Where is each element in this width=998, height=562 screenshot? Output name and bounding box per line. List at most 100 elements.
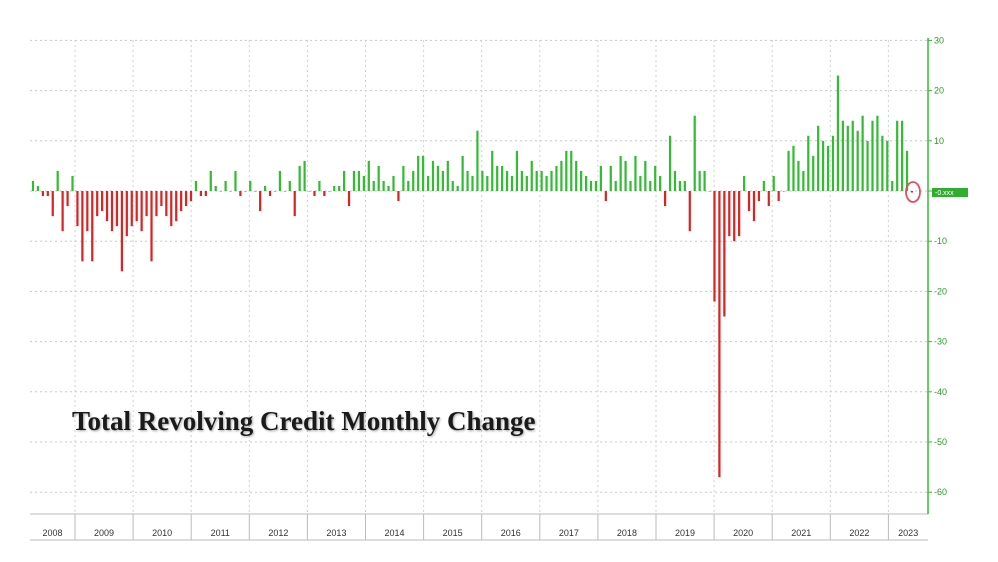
bar [629, 180, 632, 191]
y-tick-label: -60 [934, 487, 947, 497]
bar [456, 185, 459, 191]
bar [604, 191, 607, 202]
x-tick-label: 2014 [385, 528, 405, 538]
bar [846, 125, 849, 191]
bar [323, 191, 326, 197]
bar [831, 135, 835, 191]
bar [866, 140, 869, 191]
bar [338, 185, 341, 191]
bar [901, 120, 904, 191]
bar [224, 180, 227, 191]
bar [96, 191, 99, 217]
bar [347, 191, 351, 207]
x-tick-label: 2022 [849, 528, 869, 538]
bar [41, 191, 44, 197]
bar [91, 191, 94, 262]
bar [244, 191, 247, 192]
bar [377, 165, 380, 191]
bar [352, 170, 356, 191]
bar [36, 185, 40, 191]
bar [797, 160, 800, 191]
bar [219, 191, 222, 192]
bar [387, 185, 390, 191]
bar [86, 191, 89, 232]
bar [402, 165, 405, 191]
bar [466, 170, 469, 191]
bar [826, 145, 830, 191]
bar [718, 191, 721, 478]
bar [471, 175, 474, 191]
bar [313, 191, 316, 197]
bar [451, 180, 454, 191]
bar [594, 180, 598, 191]
bar [293, 191, 296, 217]
last-value-box [932, 188, 968, 197]
bar [723, 191, 726, 317]
bar [397, 191, 400, 202]
bar [234, 170, 237, 191]
bar [678, 180, 682, 191]
bar [51, 191, 54, 217]
bar [357, 170, 361, 191]
bar [145, 191, 148, 217]
bar [362, 175, 365, 191]
bar [550, 170, 553, 191]
bar [654, 165, 657, 191]
bar [663, 191, 667, 207]
bar [624, 160, 627, 191]
bar [367, 160, 370, 191]
bar [599, 165, 602, 191]
bar [525, 175, 528, 191]
bar [693, 115, 696, 191]
bar [486, 175, 489, 191]
bar [254, 191, 257, 192]
bar [777, 191, 780, 202]
bar [431, 160, 435, 191]
y-axis-ticks: 30 20 10 -10 -20 -30 -40 -50 -60 [928, 35, 947, 497]
last-value-label: -0.xxx [935, 190, 954, 197]
bar [639, 175, 642, 191]
bar [540, 170, 543, 191]
bar [407, 180, 410, 191]
bar [333, 185, 336, 191]
bar [81, 191, 84, 262]
bar [372, 180, 375, 191]
x-tick-label: 2016 [501, 528, 521, 538]
bar [199, 191, 203, 197]
chart-title: Total Revolving Credit Monthly Change [72, 406, 536, 436]
bar [417, 155, 420, 191]
bar [905, 150, 909, 191]
x-tick-label: 2012 [268, 528, 288, 538]
bar [392, 175, 395, 191]
bar [545, 175, 548, 191]
bar [288, 180, 291, 191]
x-axis-ticks: 2008 2009 2010 2011 2012 2013 2014 2015 2016 2017… [42, 514, 918, 540]
bar [565, 150, 568, 191]
bar [910, 191, 914, 193]
bar [125, 191, 128, 237]
bar [807, 135, 810, 191]
x-tick-label: 2021 [791, 528, 811, 538]
bar [140, 191, 143, 232]
bar [535, 170, 538, 191]
bar [614, 180, 617, 191]
bar [580, 170, 583, 191]
bar [683, 180, 686, 191]
bar [461, 155, 464, 191]
bar [110, 191, 114, 232]
bar [170, 191, 173, 227]
x-tick-label: 2010 [152, 528, 172, 538]
bar [46, 191, 49, 197]
bar [851, 120, 854, 191]
bar [668, 135, 672, 191]
bar [283, 191, 286, 192]
bar [752, 191, 756, 222]
bar [619, 155, 622, 191]
bar [703, 170, 706, 191]
bar [105, 191, 109, 222]
bar [249, 180, 252, 191]
bar [560, 160, 563, 191]
bar [308, 191, 311, 192]
bar [891, 180, 894, 191]
